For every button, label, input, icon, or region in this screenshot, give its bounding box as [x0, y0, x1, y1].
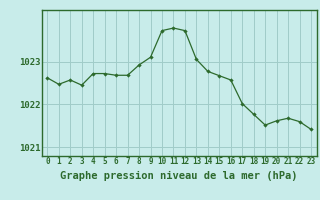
X-axis label: Graphe pression niveau de la mer (hPa): Graphe pression niveau de la mer (hPa) [60, 171, 298, 181]
